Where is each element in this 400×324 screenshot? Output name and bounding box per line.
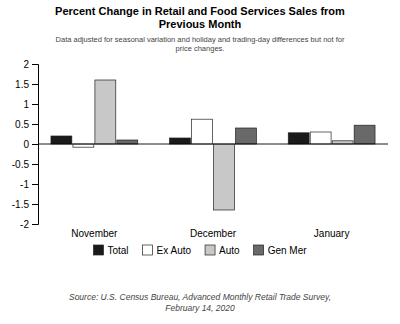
- y-axis: -2 -1.5 -1 -0.5 0 0.5 1 1.5 2: [12, 59, 39, 230]
- legend-item: Ex Auto: [143, 245, 192, 256]
- x-tick: November: [71, 228, 118, 239]
- chart: Percent Change in Retail and Food Servic…: [0, 0, 400, 324]
- x-tick: January: [314, 228, 350, 239]
- y-axis-line: [32, 65, 39, 225]
- x-axis: November December January: [71, 228, 349, 239]
- y-tick-label: 2: [23, 59, 29, 70]
- x-tick-label: December: [190, 228, 237, 239]
- bar: [95, 80, 116, 144]
- y-tick-label: -1.5: [12, 199, 30, 210]
- bar-series: [117, 125, 375, 144]
- bar: [73, 144, 94, 147]
- title-line: Percent Change in Retail and Food Servic…: [55, 5, 345, 17]
- y-tick-label: 0: [23, 139, 29, 150]
- bar: [192, 119, 213, 144]
- y-tick: -0.5: [12, 159, 38, 170]
- bar: [310, 132, 331, 144]
- y-tick: -2: [20, 219, 38, 230]
- y-tick: 0.5: [15, 119, 38, 130]
- subtitle: Data adjusted for seasonal variation and…: [56, 35, 345, 53]
- y-tick-mark: [32, 164, 38, 165]
- y-tick-label: -1: [20, 179, 29, 190]
- x-tick-label: January: [314, 228, 350, 239]
- legend-label: Gen Mer: [268, 245, 308, 256]
- title: Percent Change in Retail and Food Servic…: [55, 5, 345, 30]
- plot: -2 -1.5 -1 -0.5 0 0.5 1 1.5 2 November December Jan…: [12, 59, 388, 239]
- x-tick: December: [190, 228, 237, 239]
- annotation-line: Source: U.S. Census Bureau, Advanced Mon…: [69, 292, 331, 302]
- y-tick-mark: [32, 84, 38, 85]
- annotation: Source: U.S. Census Bureau, Advanced Mon…: [69, 292, 331, 313]
- legend-item: Total: [93, 245, 128, 256]
- y-tick-label: -2: [20, 219, 29, 230]
- bar-series: [51, 133, 309, 144]
- y-tick: -1.5: [12, 199, 38, 210]
- y-tick-mark: [32, 64, 38, 65]
- bar: [236, 128, 257, 144]
- legend-swatch: [143, 245, 153, 255]
- y-tick: 1: [23, 99, 38, 110]
- y-tick-mark: [32, 184, 38, 185]
- bar: [117, 140, 138, 144]
- y-tick: 2: [23, 59, 38, 70]
- subtitle-line: Data adjusted for seasonal variation and…: [56, 35, 345, 44]
- y-tick-label: -0.5: [12, 159, 30, 170]
- y-tick: -1: [20, 179, 38, 190]
- legend-swatch: [254, 245, 264, 255]
- legend-label: Total: [107, 245, 128, 256]
- y-tick-mark: [32, 224, 38, 225]
- bar: [214, 144, 235, 210]
- x-tick-label: November: [71, 228, 118, 239]
- legend-item: Auto: [205, 245, 240, 256]
- bars: [51, 80, 375, 210]
- zero-line: [38, 144, 388, 145]
- y-tick-label: 0.5: [15, 119, 29, 130]
- y-tick: 0: [23, 139, 38, 150]
- annotation-line: February 14, 2020: [165, 303, 235, 313]
- legend-item: Gen Mer: [254, 245, 308, 256]
- bar: [354, 125, 375, 144]
- bar: [288, 133, 309, 144]
- title-line: Previous Month: [159, 18, 242, 30]
- y-tick-label: 1.5: [15, 79, 29, 90]
- legend-label: Ex Auto: [157, 245, 192, 256]
- y-tick-label: 1: [23, 99, 29, 110]
- y-tick: 1.5: [15, 79, 38, 90]
- legend-label: Auto: [219, 245, 240, 256]
- bar: [51, 136, 72, 144]
- bar-series: [95, 80, 353, 210]
- y-tick-mark: [32, 204, 38, 205]
- legend-swatch: [205, 245, 215, 255]
- legend-swatch: [93, 245, 103, 255]
- y-tick-mark: [32, 124, 38, 125]
- bar: [170, 138, 191, 144]
- subtitle-line: price changes.: [176, 44, 225, 53]
- legend: Total Ex Auto Auto Gen Mer: [93, 245, 307, 256]
- y-tick-mark: [32, 144, 38, 145]
- y-tick-mark: [32, 104, 38, 105]
- bar: [332, 141, 353, 144]
